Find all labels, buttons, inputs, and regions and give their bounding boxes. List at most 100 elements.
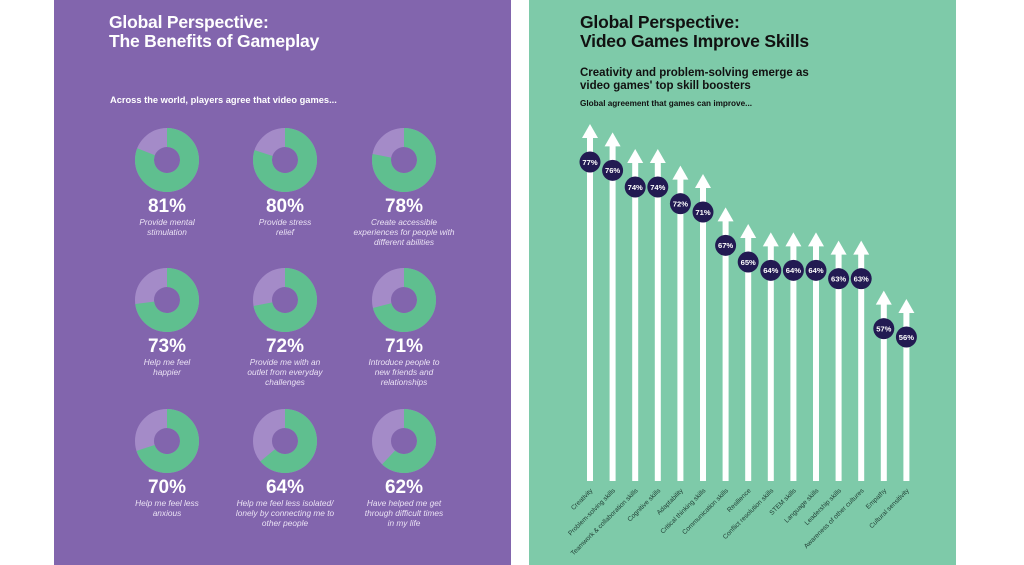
donut-description-line: challenges: [265, 377, 305, 387]
value-badge: [737, 251, 759, 273]
donut-description-line: experiences for people with: [353, 227, 455, 237]
arrow-shaft: [609, 144, 616, 482]
value-badge: [669, 193, 691, 215]
donut-stat: 80% Provide stress relief: [225, 197, 345, 237]
arrow-head-icon: [762, 232, 779, 247]
donut-description-line: Provide mental: [139, 217, 195, 227]
value-label: 65%: [741, 258, 756, 267]
donut-agree-slice: [373, 268, 436, 332]
donut-stat: 72% Provide me with an outlet from everyda…: [225, 337, 345, 387]
donut-percent-label: 81%: [147, 196, 187, 217]
donut-agree-slice: [371, 128, 436, 192]
category-label: Communication skills: [681, 487, 730, 536]
value-badge: [828, 268, 850, 290]
value-badge: [624, 176, 646, 198]
arrow-shaft: [767, 244, 774, 481]
value-badge: [805, 259, 827, 281]
arrow-head-icon: [649, 149, 666, 163]
donut-stat: 64% Help me feel less isolated/lonely by …: [225, 478, 345, 528]
arrow-shaft: [858, 252, 865, 481]
benefits-panel: Global Perspective: The Benefits of Game…: [54, 0, 511, 565]
arrow-shaft: [700, 186, 706, 481]
arrow-head-icon: [898, 299, 915, 313]
skills-subtitle-line-1: Creativity and problem-solving emerge as: [580, 67, 809, 79]
value-badge: [692, 201, 714, 223]
donut-description: Create accessible experiences for people …: [344, 217, 464, 247]
skills-title-line-1: Global Perspective:: [580, 12, 740, 32]
value-label: 64%: [763, 266, 778, 275]
donut-description-line: in my life: [387, 518, 421, 528]
donut-description-line: lonely by connecting me to: [235, 508, 335, 518]
donut-stat: 71% Introduce people to new friends and rel…: [344, 337, 464, 387]
donut-stat: 78% Create accessible experiences for peop…: [344, 197, 464, 247]
donut-percent-label: 73%: [147, 336, 187, 357]
donut-agree-slice: [136, 409, 199, 473]
donut-percent-label: 72%: [265, 336, 305, 357]
donut-grid-chart: [135, 128, 436, 473]
donut-stat: 81% Provide mental stimulation: [107, 197, 227, 237]
benefits-title-line-1: Global Perspective:: [109, 12, 269, 32]
donut-agree-slice: [382, 409, 436, 473]
skill-arrow-2: 76%Problem-solving skills: [567, 132, 624, 537]
donut-percent-label: 62%: [384, 477, 424, 498]
donut-percent-label: 64%: [265, 477, 305, 498]
donut-description: Provide me with an outlet from everyday ch…: [225, 357, 345, 387]
value-label: 76%: [605, 166, 620, 175]
donut-description-line: Create accessible: [371, 217, 437, 227]
donut-2: [252, 128, 317, 192]
donut-percent-label: 78%: [384, 196, 424, 217]
arrow-shaft: [835, 252, 842, 481]
value-badge: [782, 259, 804, 281]
donut-percent-label: 70%: [147, 477, 187, 498]
skill-arrow-5: 72%Adaptability: [656, 165, 691, 517]
value-label: 72%: [673, 199, 688, 208]
donut-description-line: through difficult times: [364, 508, 444, 518]
donut-description-line: other people: [261, 518, 309, 528]
donut-stat: 62% Have helped me get through difficult t…: [344, 478, 464, 528]
arrow-head-icon: [582, 124, 598, 138]
value-badge: [850, 268, 872, 290]
arrow-shaft: [722, 219, 729, 482]
skill-arrow-6: 71%Critical thinking skills: [659, 174, 714, 535]
donut-agree-slice: [253, 268, 317, 332]
value-badge: [873, 318, 895, 340]
arrow-shaft: [880, 302, 887, 481]
donut-9: [372, 409, 436, 473]
value-badge: [760, 259, 782, 281]
value-label: 64%: [786, 266, 801, 275]
value-badge: [579, 151, 601, 173]
value-label: 77%: [582, 158, 597, 167]
arrow-shaft: [632, 161, 639, 481]
arrow-shaft: [677, 177, 684, 481]
donut-6: [372, 268, 436, 332]
value-label: 74%: [628, 183, 643, 192]
arrow-head-icon: [604, 132, 621, 147]
donut-description: Help me feel happier: [107, 357, 227, 377]
donut-5: [253, 268, 317, 332]
donut-description-line: Provide stress: [258, 217, 312, 227]
donut-description-line: Help me feel less: [135, 498, 199, 508]
donut-3: [371, 128, 436, 192]
donut-description-line: Introduce people to: [368, 357, 440, 367]
arrow-head-icon: [740, 224, 757, 238]
value-label: 67%: [718, 241, 733, 250]
value-badge: [895, 326, 917, 348]
arrow-head-icon: [808, 232, 824, 247]
arrow-shaft: [587, 136, 593, 481]
value-badge: [647, 176, 669, 198]
donut-description: Provide mental stimulation: [107, 217, 227, 237]
value-label: 56%: [899, 333, 914, 342]
donut-description-line: happier: [153, 367, 181, 377]
skills-title-line-2: Video Games Improve Skills: [580, 31, 809, 51]
donut-percent-label: 71%: [384, 336, 424, 357]
donut-description-line: different abilities: [374, 237, 434, 247]
value-label: 57%: [876, 324, 891, 333]
donut-stat: 70% Help me feel less anxious: [107, 478, 227, 518]
category-label: Cultural sensitivity: [868, 487, 911, 530]
arrow-shaft: [654, 161, 661, 481]
donut-agree-slice: [135, 268, 199, 332]
skill-arrow-12: 63%Leadership skills: [804, 240, 850, 527]
donut-description: Help me feel less anxious: [107, 498, 227, 518]
donut-description: Have helped me get through difficult time…: [344, 498, 464, 528]
donut-percent-label: 80%: [265, 196, 305, 217]
